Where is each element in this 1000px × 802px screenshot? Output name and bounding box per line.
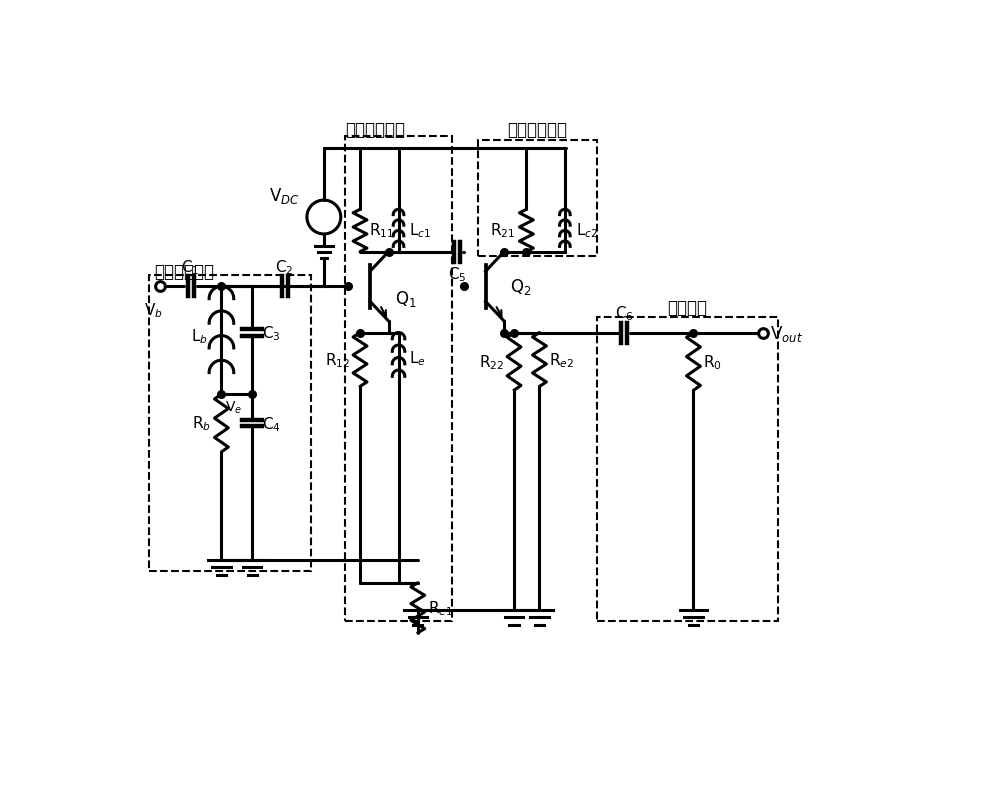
- Text: L$_b$: L$_b$: [191, 327, 208, 346]
- Text: L$_e$: L$_e$: [409, 348, 426, 367]
- Text: 二级偏置单元: 二级偏置单元: [507, 121, 567, 140]
- Text: V$_e$: V$_e$: [225, 399, 242, 415]
- Text: R$_0$: R$_0$: [703, 353, 722, 371]
- Text: C$_4$: C$_4$: [262, 415, 281, 433]
- Text: R$_b$: R$_b$: [192, 414, 211, 433]
- Text: R$_{11}$: R$_{11}$: [369, 221, 395, 240]
- Text: 一级偏置单元: 一级偏置单元: [345, 121, 405, 140]
- Text: V$_{out}$: V$_{out}$: [770, 323, 803, 343]
- Text: R$_{e2}$: R$_{e2}$: [549, 350, 574, 370]
- Text: R$_{e1}$: R$_{e1}$: [428, 598, 453, 617]
- Text: R$_{12}$: R$_{12}$: [325, 350, 350, 370]
- Text: C$_1$: C$_1$: [181, 257, 200, 276]
- Text: V$_{DC}$: V$_{DC}$: [269, 186, 299, 206]
- Text: 输出单元: 输出单元: [667, 298, 707, 316]
- Bar: [597, 318, 778, 622]
- Text: Q$_1$: Q$_1$: [395, 289, 416, 309]
- Text: C$_2$: C$_2$: [275, 257, 293, 276]
- Text: 选频网络单元: 选频网络单元: [154, 263, 214, 281]
- Text: C$_6$: C$_6$: [615, 304, 634, 322]
- Text: C$_5$: C$_5$: [448, 265, 466, 284]
- Bar: [345, 137, 452, 622]
- Text: R$_{22}$: R$_{22}$: [479, 353, 504, 371]
- Text: Q$_2$: Q$_2$: [510, 277, 532, 297]
- Bar: [478, 141, 597, 256]
- Text: L$_{c1}$: L$_{c1}$: [409, 221, 432, 240]
- Bar: [149, 275, 311, 572]
- Text: C$_3$: C$_3$: [262, 324, 281, 342]
- Text: L$_{c2}$: L$_{c2}$: [576, 221, 598, 240]
- Text: R$_{21}$: R$_{21}$: [490, 221, 516, 240]
- Text: V$_b$: V$_b$: [144, 301, 163, 319]
